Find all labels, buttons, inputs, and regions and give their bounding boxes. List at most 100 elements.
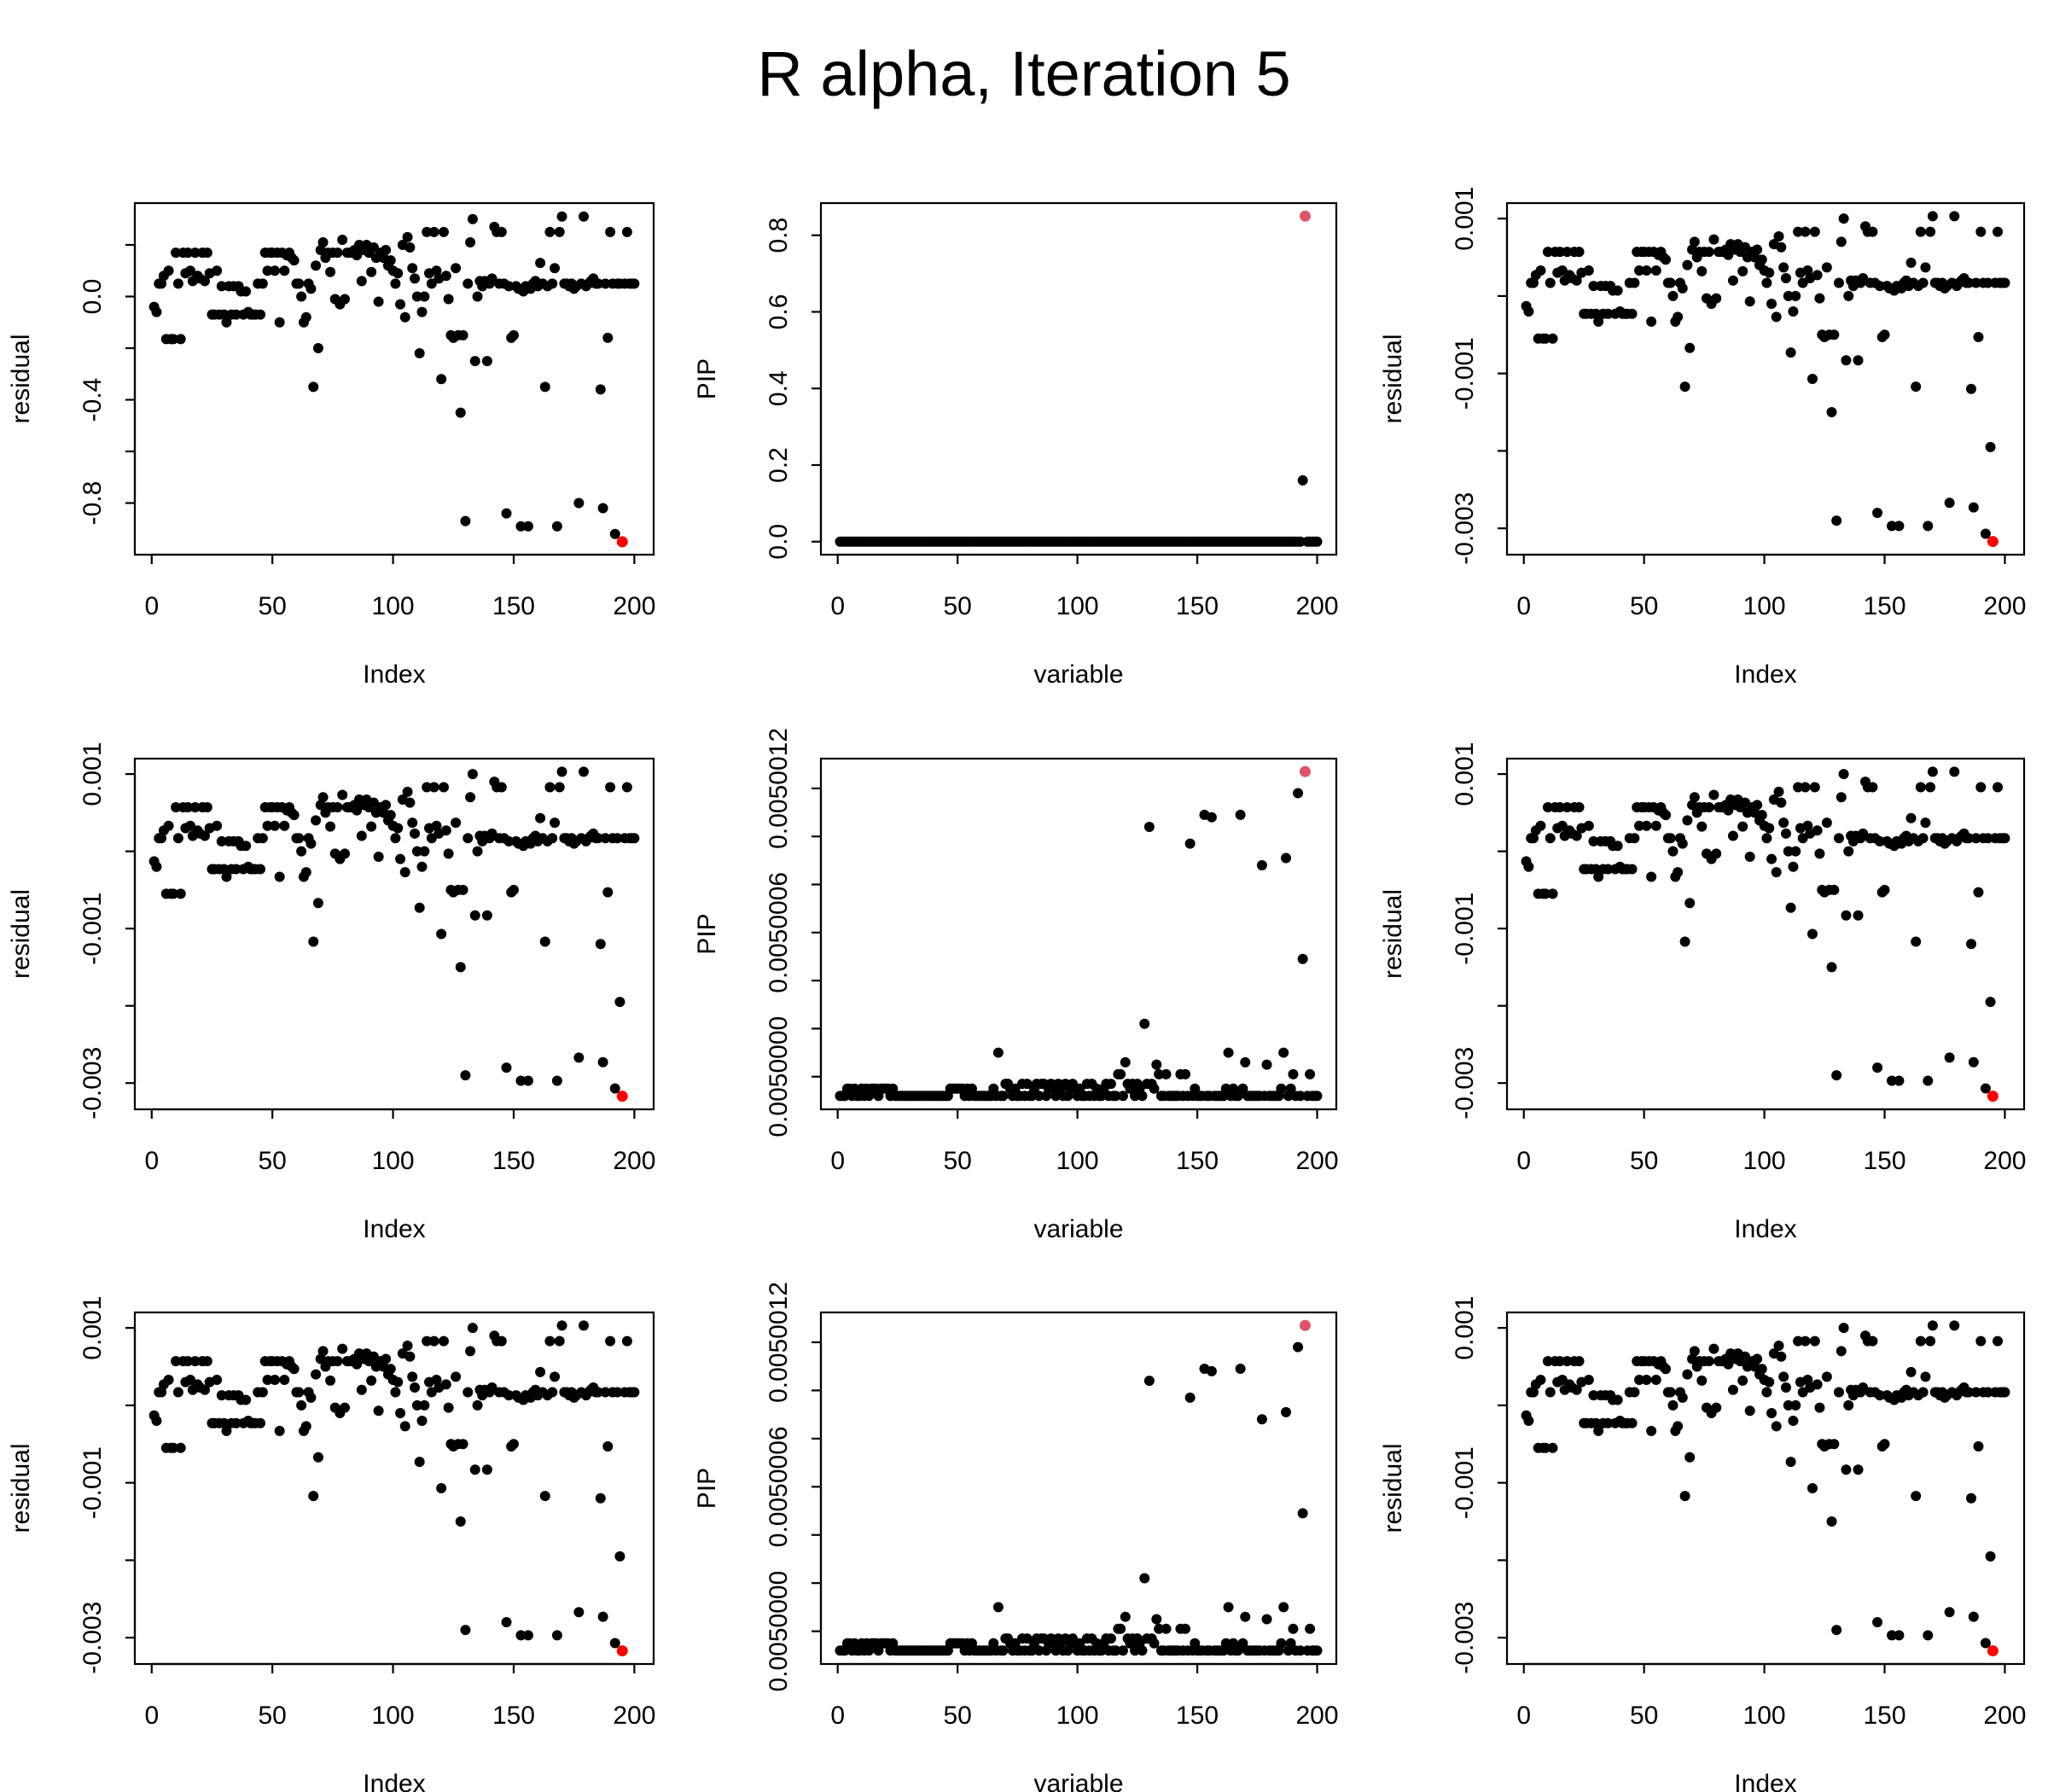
point xyxy=(431,265,442,276)
point xyxy=(1874,1390,1885,1401)
point xyxy=(1033,1645,1044,1656)
point xyxy=(381,245,392,256)
point xyxy=(332,1356,343,1367)
point xyxy=(1641,1374,1652,1385)
point xyxy=(1812,825,1823,836)
point xyxy=(1588,1390,1599,1401)
point xyxy=(1295,536,1306,547)
point xyxy=(1836,1346,1847,1357)
point xyxy=(443,1402,454,1413)
point xyxy=(544,1335,556,1347)
point xyxy=(1829,884,1840,895)
point xyxy=(1641,820,1652,831)
point xyxy=(1975,1335,1987,1347)
point xyxy=(1927,766,1938,777)
x-tick-label: 150 xyxy=(1176,1147,1219,1175)
point xyxy=(1985,441,1996,452)
point xyxy=(1295,1645,1306,1656)
point xyxy=(1831,1070,1842,1081)
plot-frame xyxy=(819,757,1338,1111)
point xyxy=(609,1638,620,1649)
point xyxy=(270,265,281,276)
point xyxy=(1588,835,1599,847)
point xyxy=(185,265,196,276)
highlight-point xyxy=(1299,765,1311,777)
point xyxy=(1050,1645,1062,1656)
x-axis: 0 50 100 150 200 Index xyxy=(144,1662,655,1792)
point xyxy=(1853,910,1864,921)
x-tick-label: 200 xyxy=(613,592,655,620)
point xyxy=(1540,1442,1551,1453)
point xyxy=(535,1366,546,1377)
point xyxy=(216,281,227,292)
point xyxy=(296,291,307,302)
point xyxy=(1646,1425,1657,1436)
point xyxy=(1154,1068,1165,1079)
point xyxy=(539,936,550,947)
point xyxy=(373,296,384,307)
point xyxy=(1841,1464,1852,1475)
point xyxy=(1562,247,1573,258)
point xyxy=(508,884,519,895)
point xyxy=(1593,316,1604,327)
point xyxy=(602,1440,614,1452)
x-tick-label: 0 xyxy=(830,1702,845,1730)
point xyxy=(501,1616,512,1627)
point xyxy=(1555,247,1566,258)
point xyxy=(436,374,447,385)
x-tick-label: 0 xyxy=(830,592,845,620)
point xyxy=(1206,812,1217,823)
point xyxy=(163,1374,174,1385)
point xyxy=(1790,1399,1801,1411)
point xyxy=(1305,1623,1316,1634)
point xyxy=(629,1387,640,1398)
point xyxy=(503,835,515,847)
point xyxy=(1634,820,1645,831)
y-axis-title: PIP xyxy=(693,913,721,954)
point xyxy=(262,265,273,276)
point xyxy=(1535,1374,1546,1385)
point xyxy=(556,1320,567,1331)
point xyxy=(1756,1364,1767,1375)
point xyxy=(410,828,421,839)
point xyxy=(1293,788,1304,799)
point xyxy=(605,782,616,793)
point xyxy=(230,864,241,875)
point xyxy=(402,231,413,242)
point xyxy=(163,265,174,276)
point xyxy=(404,1351,416,1362)
point xyxy=(385,255,396,266)
point xyxy=(200,276,211,287)
point xyxy=(279,1374,290,1385)
point xyxy=(1970,1387,1981,1398)
y-axis-title: residual xyxy=(1379,334,1407,423)
point xyxy=(1949,211,1960,222)
point xyxy=(1629,833,1640,844)
point xyxy=(1149,1083,1160,1094)
point xyxy=(288,255,300,266)
point xyxy=(463,1387,474,1398)
point xyxy=(257,1387,268,1398)
point xyxy=(163,820,174,831)
point xyxy=(1814,293,1825,304)
point xyxy=(1999,1387,2010,1398)
point xyxy=(496,1335,507,1347)
y-tick-label: 0.001 xyxy=(1451,742,1479,806)
point xyxy=(1603,864,1614,875)
point xyxy=(1879,1439,1890,1450)
point xyxy=(1985,1551,1996,1562)
point xyxy=(1905,1366,1917,1377)
point xyxy=(1626,864,1638,875)
point xyxy=(503,281,515,292)
point xyxy=(411,846,422,857)
point xyxy=(274,317,285,328)
point xyxy=(300,867,311,878)
point xyxy=(312,1452,323,1463)
point xyxy=(410,273,421,284)
point xyxy=(1256,859,1267,870)
point xyxy=(352,250,363,261)
point xyxy=(1992,1335,2003,1347)
y-tick-label: -0.003 xyxy=(1451,1047,1479,1120)
point xyxy=(1297,474,1308,486)
point xyxy=(597,1056,608,1068)
